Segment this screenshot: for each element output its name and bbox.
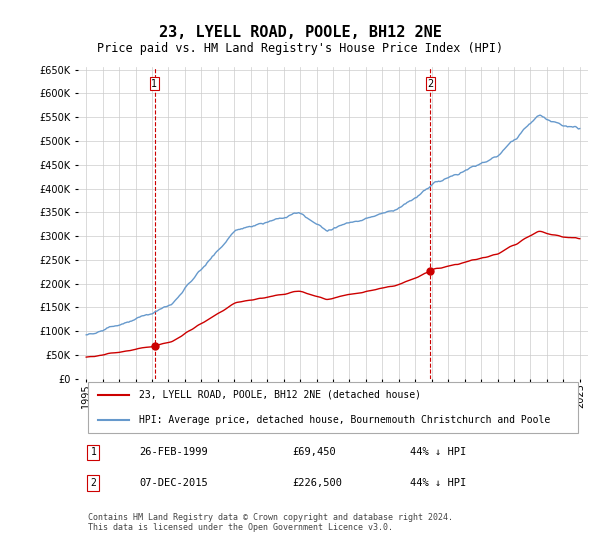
Text: £226,500: £226,500 bbox=[292, 478, 342, 488]
FancyBboxPatch shape bbox=[88, 382, 578, 433]
Text: 1: 1 bbox=[151, 79, 158, 89]
Text: 1: 1 bbox=[91, 447, 96, 458]
Text: 44% ↓ HPI: 44% ↓ HPI bbox=[409, 447, 466, 458]
Text: Price paid vs. HM Land Registry's House Price Index (HPI): Price paid vs. HM Land Registry's House … bbox=[97, 42, 503, 55]
Text: 44% ↓ HPI: 44% ↓ HPI bbox=[409, 478, 466, 488]
Text: Contains HM Land Registry data © Crown copyright and database right 2024.
This d: Contains HM Land Registry data © Crown c… bbox=[88, 512, 453, 532]
Text: £69,450: £69,450 bbox=[292, 447, 336, 458]
Text: 07-DEC-2015: 07-DEC-2015 bbox=[139, 478, 208, 488]
Text: HPI: Average price, detached house, Bournemouth Christchurch and Poole: HPI: Average price, detached house, Bour… bbox=[139, 414, 550, 424]
Text: 23, LYELL ROAD, POOLE, BH12 2NE: 23, LYELL ROAD, POOLE, BH12 2NE bbox=[158, 25, 442, 40]
Text: 2: 2 bbox=[427, 79, 434, 89]
Text: 26-FEB-1999: 26-FEB-1999 bbox=[139, 447, 208, 458]
Text: 23, LYELL ROAD, POOLE, BH12 2NE (detached house): 23, LYELL ROAD, POOLE, BH12 2NE (detache… bbox=[139, 390, 421, 400]
Text: 2: 2 bbox=[91, 478, 96, 488]
